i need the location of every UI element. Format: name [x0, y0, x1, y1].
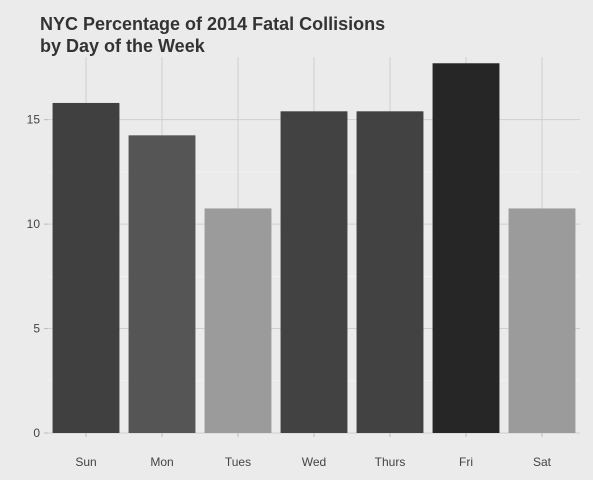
y-tick-label: 5 — [33, 322, 40, 336]
bar-wed — [281, 111, 348, 433]
y-tick-label: 15 — [27, 113, 41, 127]
x-tick-label: Sun — [75, 455, 96, 469]
bar-mon — [129, 135, 196, 433]
x-tick-label: Sat — [533, 455, 552, 469]
bar-sun — [53, 103, 120, 433]
y-tick-label: 10 — [27, 217, 41, 231]
x-tick-label: Fri — [459, 455, 473, 469]
bar-thurs — [357, 111, 424, 433]
x-tick-label: Wed — [302, 455, 326, 469]
bar-sat — [509, 208, 576, 433]
bar-tues — [205, 208, 272, 433]
x-tick-label: Mon — [150, 455, 173, 469]
chart-title-line-2: by Day of the Week — [40, 36, 206, 56]
chart-title-line-1: NYC Percentage of 2014 Fatal Collisions — [40, 14, 385, 34]
bar-fri — [433, 63, 500, 433]
x-tick-label: Thurs — [375, 455, 406, 469]
y-tick-label: 0 — [33, 426, 40, 440]
x-tick-label: Tues — [225, 455, 251, 469]
